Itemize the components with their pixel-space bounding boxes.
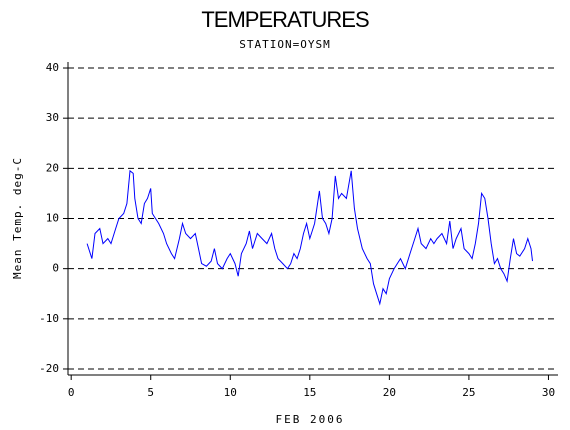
y-tick-label: 40 [46,61,59,74]
chart-subtitle: STATION=OYSM [239,38,330,51]
x-tick-label: 5 [147,386,154,399]
chart-title: TEMPERATURES [201,7,369,32]
x-tick-label: 0 [68,386,75,399]
x-tick-label: 30 [542,386,555,399]
x-tick-label: 20 [383,386,396,399]
y-axis-label: Mean Temp. deg-C [11,157,24,279]
x-tick-label: 25 [462,386,475,399]
y-tick-label: -10 [39,312,59,325]
y-tick-label: 0 [52,262,59,275]
x-tick-label: 10 [224,386,237,399]
data-line [86,169,533,306]
x-tick-label: 15 [303,386,316,399]
x-axis-label: FEB 2006 [276,413,345,426]
y-tick-label: -20 [39,362,59,375]
y-tick-label: 10 [46,212,59,225]
y-tick-label: 30 [46,111,59,124]
y-tick-label: 20 [46,161,59,174]
